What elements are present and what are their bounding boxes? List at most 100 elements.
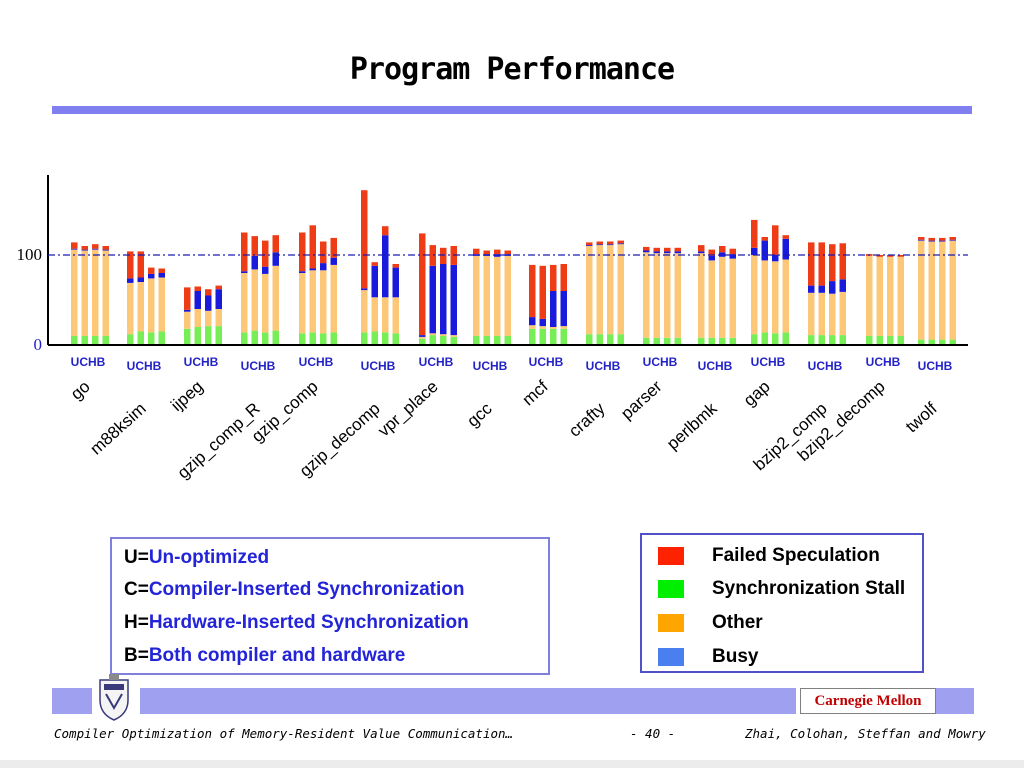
bar-segment-sync	[148, 332, 155, 345]
bar-segment-other	[215, 309, 222, 327]
slide-title: Program Performance	[349, 52, 675, 87]
group-tag-label: UCHB	[751, 355, 786, 369]
bar-segment-other	[102, 250, 109, 336]
bar-segment-busy	[698, 251, 705, 254]
group-tag-label: UCHB	[299, 355, 334, 369]
bar-segment-fail	[371, 262, 378, 266]
title-divider	[52, 106, 972, 114]
bar-segment-fail	[643, 246, 650, 251]
key-item-h: H=Hardware-Inserted Synchronization	[124, 612, 469, 634]
group-tag-label: UCHB	[918, 359, 953, 373]
bar-segment-other	[494, 256, 501, 336]
bar-segment-other	[194, 309, 201, 327]
bar-segment-other	[761, 260, 768, 333]
bar-segment-sync	[241, 332, 248, 345]
bar-segment-fail	[251, 236, 258, 256]
bar-segment-busy	[272, 252, 279, 266]
bar-segment-busy	[653, 251, 660, 254]
bar-segment-busy	[818, 285, 825, 293]
bar-segment-fail	[241, 232, 248, 272]
chart-legend: Failed Speculation Synchronization Stall…	[640, 533, 924, 673]
bar-segment-busy	[643, 250, 650, 253]
bar-segment-other	[330, 264, 337, 333]
footer-authors: Zhai, Colohan, Steffan and Mowry	[745, 726, 986, 741]
category-label: mcf	[519, 377, 552, 410]
bar-segment-busy	[371, 265, 378, 298]
bar-segment-sync	[529, 328, 536, 345]
bar-segment-other	[127, 282, 134, 335]
bar-segment-busy	[928, 240, 935, 242]
category-label: crafty	[565, 399, 609, 441]
bar-segment-fail	[596, 241, 603, 245]
bar-segment-other	[829, 293, 836, 336]
bar-segment-other	[440, 334, 447, 336]
bar-segment-busy	[473, 254, 480, 256]
bar-segment-other	[596, 245, 603, 335]
bar-segment-fail	[897, 255, 904, 257]
bottom-rule	[0, 760, 1024, 768]
bar-segment-busy	[330, 257, 337, 265]
bar-segment-busy	[918, 239, 925, 241]
bar-segment-busy	[617, 243, 624, 245]
group-tag-label: UCHB	[241, 359, 276, 373]
bar-segment-other	[782, 259, 789, 333]
legend-label: Other	[712, 612, 763, 633]
bar-segment-other	[251, 269, 258, 331]
bar-segment-busy	[450, 264, 457, 336]
bar-segment-sync	[184, 328, 191, 345]
bar-segment-other	[918, 240, 925, 340]
bar-segment-sync	[71, 336, 78, 345]
config-key: U=Un-optimized C=Compiler-Inserted Synch…	[110, 537, 550, 675]
bar-segment-sync	[440, 336, 447, 345]
bar-segment-fail	[782, 235, 789, 239]
group-tag-label: UCHB	[71, 355, 106, 369]
axis-layer: 0 100	[17, 175, 968, 354]
bar-segment-fail	[440, 247, 447, 264]
bar-segment-busy	[320, 263, 327, 271]
bar-segment-busy	[808, 285, 815, 293]
bar-segment-sync	[450, 336, 457, 345]
bar-segment-sync	[419, 338, 426, 345]
bar-segment-fail	[928, 237, 935, 241]
bar-segment-sync	[818, 335, 825, 345]
bar-segment-sync	[272, 330, 279, 345]
bar-segment-fail	[309, 225, 316, 269]
bar-segment-busy	[529, 317, 536, 326]
bar-segment-other	[586, 246, 593, 335]
bar-segment-busy	[839, 279, 846, 292]
footer-band-middle	[140, 688, 796, 714]
institution-label: Carnegie Mellon	[800, 688, 936, 714]
y-tick-label: 100	[17, 245, 43, 264]
bars-layer	[71, 190, 956, 345]
bar-segment-other	[698, 253, 705, 338]
bar-segment-fail	[392, 264, 399, 268]
bar-segment-fail	[708, 249, 715, 256]
bar-segment-other	[320, 270, 327, 334]
bar-segment-sync	[708, 337, 715, 345]
bar-segment-busy	[539, 318, 546, 327]
bar-segment-sync	[596, 334, 603, 345]
key-text: Compiler-Inserted Synchronization	[148, 579, 465, 600]
bar-segment-busy	[674, 251, 681, 254]
bar-segment-fail	[887, 255, 894, 257]
bar-segment-busy	[361, 288, 368, 291]
bar-segment-busy	[419, 335, 426, 337]
bar-segment-fail	[751, 219, 758, 248]
bar-segment-other	[92, 249, 99, 336]
labels-layer: UCHB go UCHB m88ksim UCHB ijpeg UCHB gzip_comp_…	[67, 355, 953, 483]
bar-segment-fail	[918, 237, 925, 240]
bar-segment-sync	[81, 336, 88, 345]
bar-segment-busy	[137, 277, 144, 282]
bar-segment-sync	[897, 336, 904, 345]
footer-band-left	[52, 688, 92, 714]
bar-segment-busy	[494, 254, 501, 257]
bar-segment-fail	[729, 248, 736, 255]
bar-segment-fail	[719, 246, 726, 253]
bar-segment-busy	[194, 291, 201, 309]
bar-segment-fail	[272, 235, 279, 253]
bar-segment-sync	[719, 337, 726, 345]
bar-segment-busy	[71, 248, 78, 250]
bar-segment-busy	[184, 309, 191, 312]
bar-segment-sync	[92, 336, 99, 345]
bar-segment-sync	[483, 336, 490, 345]
